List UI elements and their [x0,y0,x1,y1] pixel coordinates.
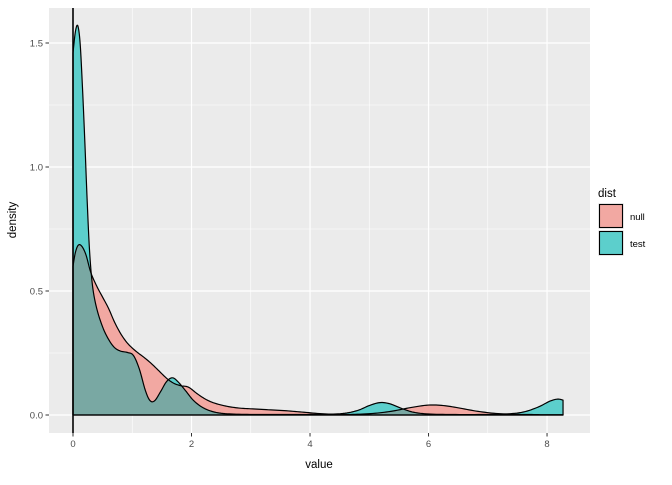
x-tick-label: 0 [70,439,75,450]
axis-tick-marks [45,42,548,437]
y-tick-label: 0.0 [30,410,43,421]
x-tick-label: 6 [426,439,431,450]
null-density-outline [72,244,564,416]
y-axis-title: density [7,202,19,239]
legend-swatch-test [598,230,624,256]
legend-key-test: test [598,230,646,256]
test-density-outline [72,24,564,416]
x-axis-title: value [305,459,333,471]
legend-label-test: test [630,239,646,250]
x-tick-label: 8 [544,439,549,450]
y-tick-label: 0.5 [30,286,43,297]
x-tick-label: 2 [189,439,194,450]
axis-tick-labels: 0 2 4 6 8 0.0 0.5 1.0 1.5 [30,38,550,450]
legend-key-null: null [598,203,645,229]
minor-gridlines [49,8,590,433]
overlap-density-area [73,244,564,415]
legend-swatch-null [598,203,624,229]
legend: dist null test [598,188,646,256]
legend-title: dist [598,188,617,200]
x-tick-label: 4 [307,439,312,450]
y-tick-label: 1.0 [30,162,43,173]
legend-label-null: null [630,212,645,223]
y-tick-label: 1.5 [30,38,43,49]
